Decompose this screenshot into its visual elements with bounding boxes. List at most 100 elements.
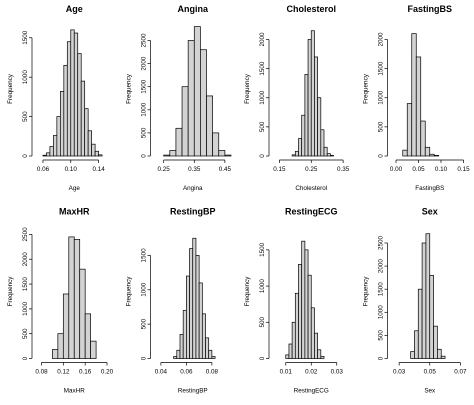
y-tick-label: 1000: [22, 301, 29, 316]
histogram-bar: [94, 150, 99, 157]
x-tick-label: 0.06: [37, 166, 50, 173]
histogram-panel-1: Age 0.06 0.10 0.14 Age 0 500 1000 1500 Frequency: [7, 4, 105, 192]
histogram-bar: [52, 349, 59, 359]
y-tick-label: 500: [378, 330, 385, 341]
histogram-bar: [56, 116, 61, 157]
x-tick-label: 0.05: [412, 166, 425, 173]
y-axis-label: Frequency: [126, 73, 133, 104]
histogram-bar: [298, 138, 303, 157]
y-tick-label: 500: [141, 127, 148, 138]
y-tick-label: 0: [378, 356, 385, 360]
histogram-bar: [440, 355, 446, 359]
histogram-bar: [42, 154, 47, 157]
x-axis-label: Angina: [183, 185, 203, 192]
x-axis-label: RestingBP: [178, 388, 208, 395]
histogram-bar: [420, 120, 426, 157]
x-axis-label: FastingBS: [415, 185, 444, 192]
y-tick-label: 1000: [259, 279, 266, 294]
histogram-bar: [200, 49, 207, 157]
histogram-bar: [181, 86, 189, 157]
histogram-bar: [49, 146, 54, 157]
y-tick-label: 0: [22, 154, 29, 158]
histogram-bar: [84, 313, 91, 359]
chart-title: RestingBP: [170, 207, 216, 217]
histogram-bar: [307, 274, 312, 359]
y-tick-label: 1500: [141, 248, 148, 263]
histogram-bar: [187, 40, 195, 157]
x-axis-label: MaxHR: [64, 388, 85, 395]
x-tick-label: 0.08: [35, 369, 48, 376]
histogram-bar: [294, 150, 299, 157]
y-tick-label: 1000: [141, 102, 148, 117]
histogram-panel-2: Angina 0.25 0.35 0.45 Angina 0 500 1000 1500 2000…: [126, 4, 232, 192]
histogram-bar: [304, 74, 309, 157]
histogram-bar: [68, 236, 75, 359]
histogram-bar: [46, 152, 51, 157]
histogram-bar: [163, 154, 171, 157]
histogram-bar: [410, 351, 415, 359]
y-tick-label: 2500: [22, 227, 29, 242]
y-tick-label: 500: [141, 318, 148, 329]
histogram-bar: [98, 154, 103, 157]
y-tick-label: 1500: [259, 242, 266, 257]
y-axis-label: Frequency: [363, 73, 370, 104]
x-tick-label: 0.03: [393, 369, 406, 376]
chart-title: Age: [66, 4, 83, 14]
histogram-bar: [320, 129, 325, 157]
x-tick-label: 0.45: [219, 166, 232, 173]
y-tick-label: 1000: [22, 70, 29, 85]
histogram-bar: [186, 275, 190, 359]
chart-title: FastingBS: [407, 4, 452, 14]
histogram-bar: [314, 56, 318, 157]
histogram-bar: [294, 292, 299, 359]
histogram-bar: [298, 263, 303, 359]
y-tick-label: 1000: [141, 282, 148, 297]
histogram-bar: [175, 127, 183, 157]
x-tick-label: 0.05: [424, 369, 437, 376]
x-tick-label: 0.35: [337, 166, 350, 173]
histogram-bar: [314, 332, 318, 359]
histogram-bar: [417, 288, 423, 359]
histogram-bar: [201, 313, 206, 359]
histogram-bar: [179, 334, 184, 359]
y-tick-label: 500: [259, 121, 266, 132]
histogram-panel-6: RestingBP 0.04 0.06 0.08 RestingBP 0 500 1000 15…: [126, 207, 219, 395]
y-tick-label: 1500: [378, 282, 385, 297]
x-axis-label: Cholesterol: [295, 185, 327, 192]
y-tick-label: 2000: [259, 32, 266, 47]
y-tick-label: 0: [22, 356, 29, 360]
histogram-bar: [425, 233, 431, 359]
histogram-bar: [62, 293, 70, 359]
histogram-bar: [285, 354, 290, 359]
histogram-panel-7: RestingECG 0.01 0.02 0.03 RestingECG 0 500 1000…: [244, 207, 343, 395]
y-tick-label: 500: [22, 328, 29, 339]
histogram-bar: [415, 56, 422, 157]
histogram-bar: [414, 330, 419, 359]
histogram-bar: [91, 143, 96, 157]
histogram-bar: [53, 135, 58, 157]
histogram-bar: [304, 249, 309, 359]
y-tick-label: 500: [259, 317, 266, 328]
histogram-bar: [317, 349, 322, 359]
y-axis-label: Frequency: [244, 276, 251, 307]
y-tick-label: 500: [378, 121, 385, 132]
x-tick-label: 0.16: [79, 369, 92, 376]
chart-title: Cholesterol: [286, 4, 336, 14]
y-tick-label: 0: [141, 154, 148, 158]
histogram-bar: [291, 321, 296, 359]
histogram-bar: [433, 325, 438, 359]
histogram-bar: [288, 343, 293, 359]
y-tick-label: 1500: [141, 79, 148, 94]
histogram-bar: [173, 356, 178, 359]
histogram-bar: [87, 130, 92, 157]
x-tick-label: 0.15: [457, 166, 470, 173]
histogram-bar: [66, 41, 72, 157]
histogram-bar: [73, 32, 79, 157]
histogram-bar: [429, 153, 435, 157]
y-tick-label: 1000: [378, 305, 385, 320]
x-tick-label: 0.35: [188, 166, 201, 173]
histogram-bar: [323, 146, 328, 157]
x-tick-label: 0.03: [331, 369, 344, 376]
histogram-bar: [326, 153, 331, 157]
histogram-bar: [90, 340, 97, 359]
